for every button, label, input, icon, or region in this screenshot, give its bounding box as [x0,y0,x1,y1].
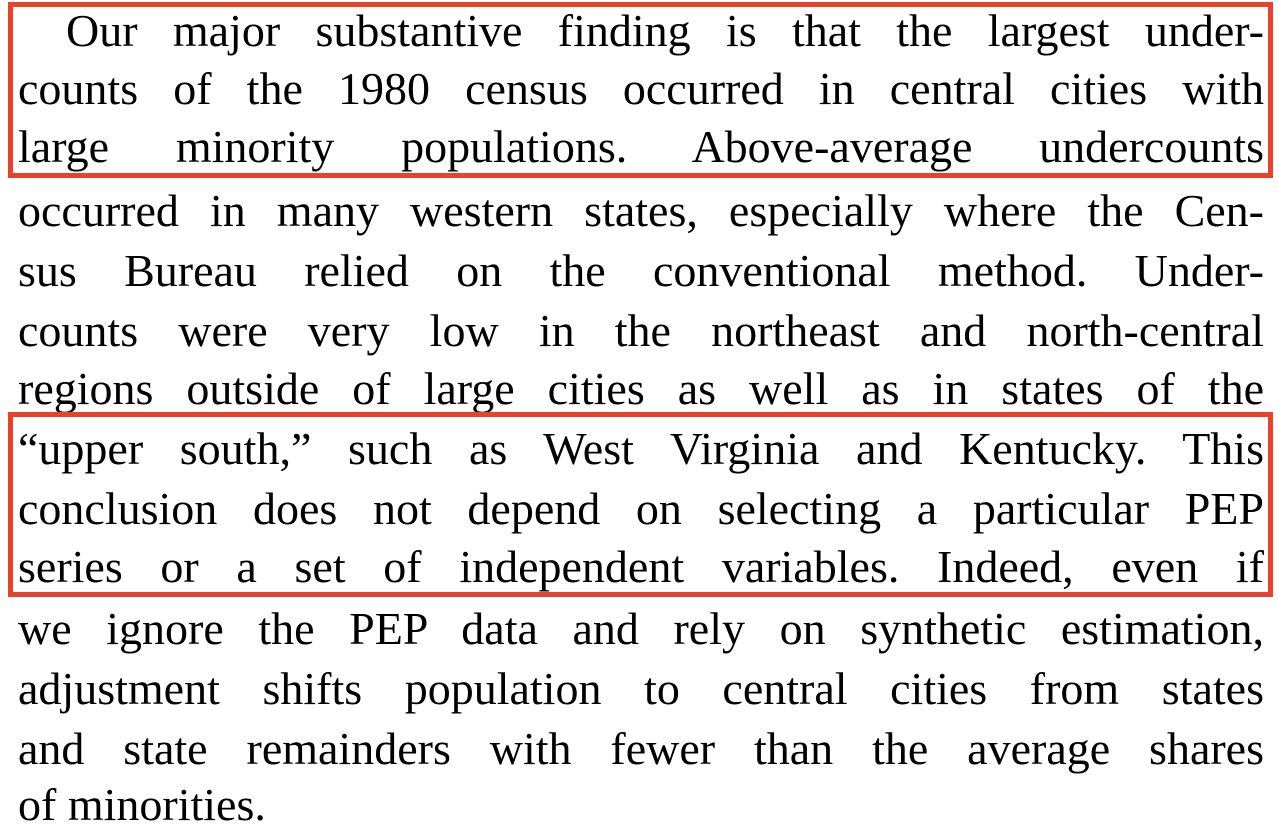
text-line-1: Our major substantive finding is that th… [66,5,1264,56]
text-line-5: sus Bureau relied on the conventional me… [18,245,1264,296]
text-line-9: conclusion does not depend on selecting … [18,483,1264,534]
text-line-2: counts of the 1980 census occurred in ce… [18,63,1264,114]
text-line-6: counts were very low in the northeast an… [18,305,1264,356]
text-line-11: we ignore the PEP data and rely on synth… [18,603,1264,654]
text-line-13: and state remainders with fewer than the… [18,723,1264,774]
text-line-14: of minorities. [18,779,266,830]
text-line-7: regions outside of large cities as well … [18,363,1264,414]
text-line-12: adjustment shifts population to central … [18,663,1264,714]
highlight-box-2 [8,412,1273,597]
text-line-4: occurred in many western states, especia… [18,185,1264,236]
highlight-box-1 [8,2,1273,178]
text-line-3: large minority populations. Above-averag… [18,121,1264,172]
text-line-8: “upper south,” such as West Virginia and… [18,423,1264,474]
text-line-10: series or a set of independent variables… [18,541,1264,592]
